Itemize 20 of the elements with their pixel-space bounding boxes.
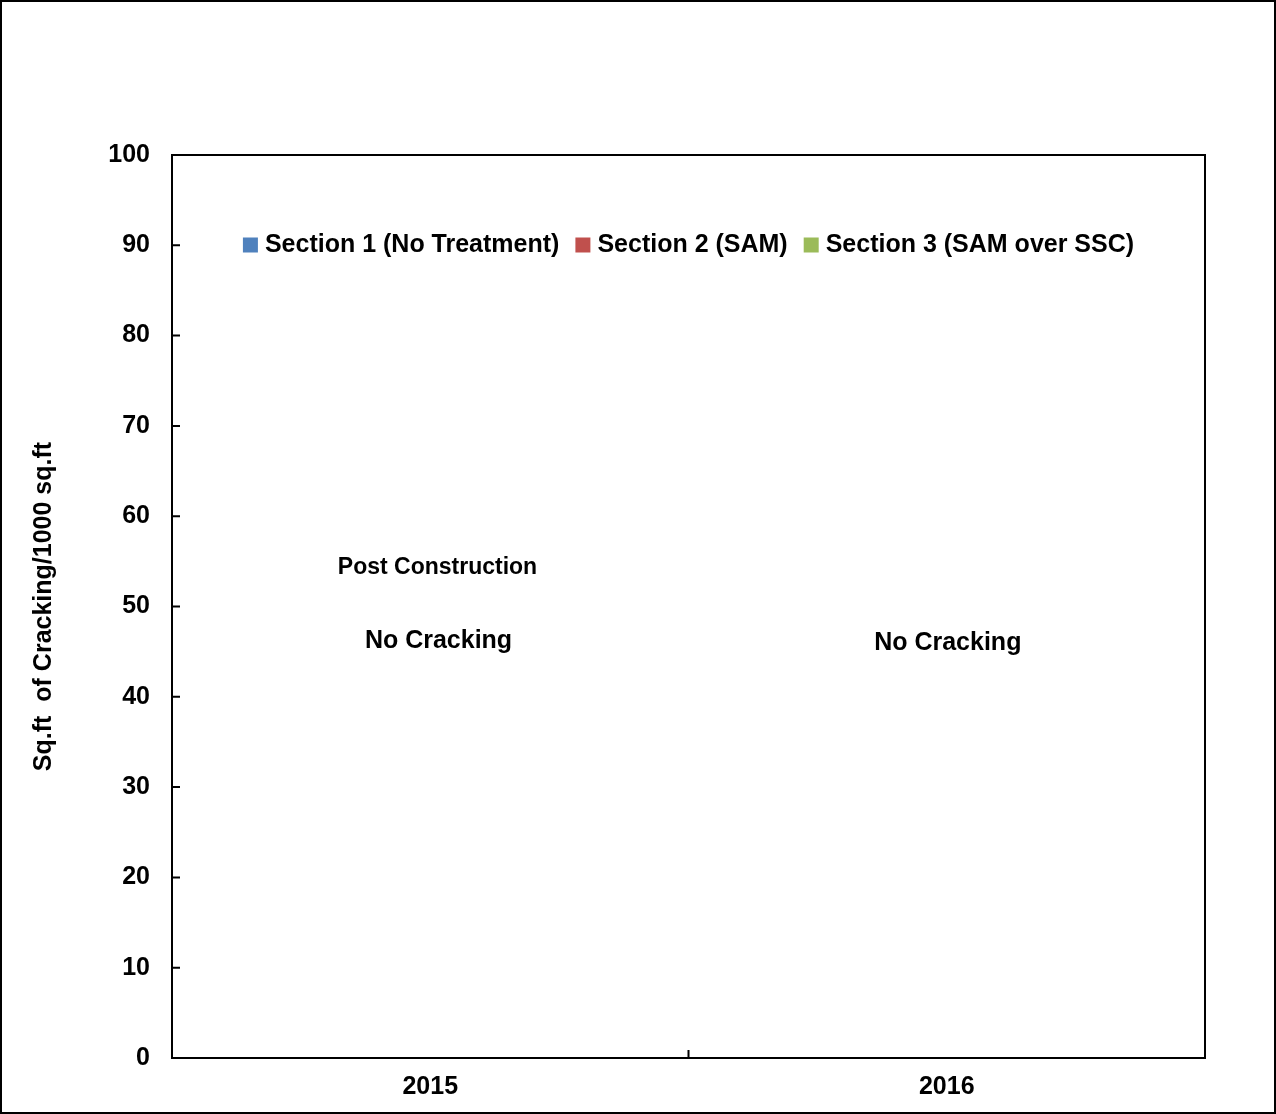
- annotation: Post Construction: [337, 553, 538, 580]
- y-tick-label: 10: [122, 951, 150, 980]
- legend-label: Section 2 (SAM): [597, 228, 788, 257]
- y-tick-label: 100: [108, 138, 150, 167]
- legend-label: Section 1 (No Treatment): [264, 228, 560, 257]
- annotation: No Cracking: [874, 626, 1022, 655]
- y-tick-label: 60: [122, 500, 150, 529]
- legend-label: Section 3 (SAM over SSC): [825, 228, 1135, 257]
- y-axis-title: Sq.ft of Cracking/1000 sq.ft: [27, 441, 56, 772]
- x-tick-label: 2016: [918, 1070, 975, 1099]
- y-tick-label: 90: [122, 229, 150, 258]
- y-tick-label: 80: [122, 319, 150, 348]
- y-tick-label: 70: [122, 409, 150, 438]
- y-tick-label: 20: [122, 861, 150, 890]
- y-tick-label: 0: [136, 1041, 150, 1070]
- y-tick-label: 30: [122, 770, 150, 799]
- annotation: No Cracking: [364, 624, 513, 653]
- y-tick-label: 40: [122, 680, 150, 709]
- x-tick-label: 2015: [402, 1070, 459, 1099]
- y-tick-label: 50: [122, 590, 150, 619]
